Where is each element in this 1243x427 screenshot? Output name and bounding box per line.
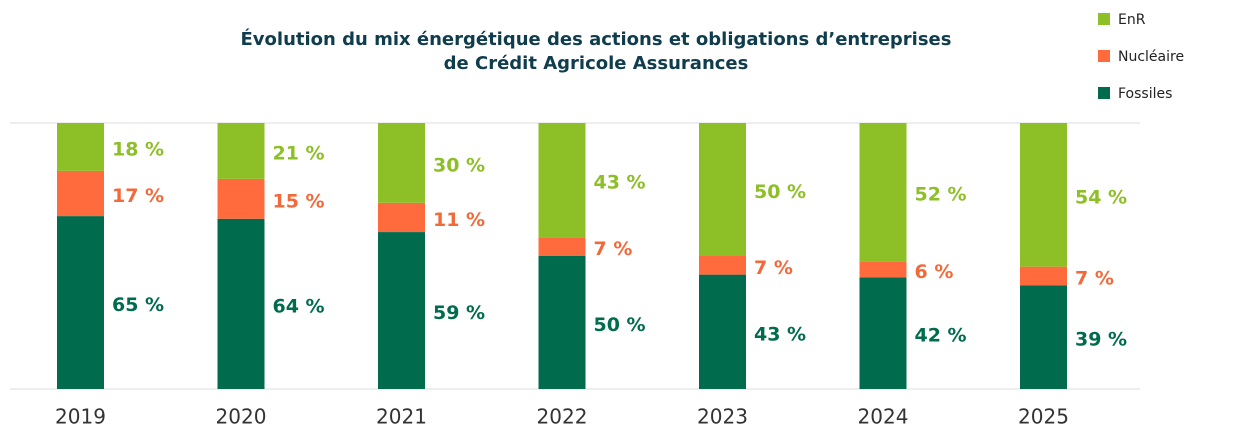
x-tick-label: 2019	[55, 405, 106, 427]
value-label: 59 %	[433, 302, 485, 324]
bar-segment	[217, 218, 265, 389]
value-label: 43 %	[594, 172, 646, 194]
x-tick-label: 2022	[537, 405, 588, 427]
bar-segment	[57, 216, 104, 389]
legend-label: EnR	[1118, 12, 1146, 28]
bar-segment	[699, 256, 746, 275]
legend-label: Fossiles	[1118, 86, 1172, 102]
bar-segment	[217, 178, 265, 219]
value-label: 54 %	[1075, 186, 1127, 208]
value-label: 65 %	[112, 294, 164, 316]
value-label: 18 %	[112, 138, 164, 160]
legend-swatch	[1098, 87, 1110, 99]
bar-segment	[699, 123, 746, 256]
value-label: 50 %	[754, 181, 806, 203]
x-tick-label: 2021	[376, 405, 427, 427]
legend-label: Nucléaire	[1118, 49, 1184, 65]
bar-segment	[538, 237, 586, 256]
value-label: 7 %	[754, 257, 793, 279]
value-label: 11 %	[433, 209, 485, 231]
value-label: 30 %	[433, 154, 485, 176]
bar-segment	[57, 170, 104, 217]
bar-segment	[57, 123, 104, 171]
value-label: 6 %	[915, 261, 954, 283]
bar-segment	[538, 256, 586, 389]
value-label: 39 %	[1075, 329, 1127, 351]
x-tick-label: 2025	[1018, 405, 1069, 427]
bar-segment	[378, 202, 425, 233]
bar-segment	[859, 277, 907, 389]
x-tick-label: 2023	[697, 405, 748, 427]
bar-segment	[217, 123, 265, 179]
value-label: 21 %	[273, 142, 325, 164]
value-label: 7 %	[1075, 267, 1114, 289]
value-label: 43 %	[754, 323, 806, 345]
bar-segment	[1020, 123, 1067, 267]
bar-segment	[1020, 266, 1067, 286]
bar-segment	[699, 274, 746, 389]
x-tick-label: 2020	[216, 405, 267, 427]
chart-title: Évolution du mix énergétique des actions…	[241, 28, 952, 50]
bar-segment	[859, 123, 907, 262]
value-label: 15 %	[273, 190, 325, 212]
value-label: 42 %	[915, 325, 967, 347]
bar-segment	[859, 261, 907, 278]
x-tick-label: 2024	[858, 405, 909, 427]
bar-segment	[378, 232, 425, 389]
bar-segment	[378, 123, 425, 203]
bar-segment	[538, 123, 586, 238]
bar-segment	[1020, 285, 1067, 389]
value-label: 7 %	[594, 238, 633, 260]
value-label: 64 %	[273, 295, 325, 317]
value-label: 50 %	[594, 314, 646, 336]
value-label: 17 %	[112, 185, 164, 207]
value-label: 52 %	[915, 184, 967, 206]
chart-title: de Crédit Agricole Assurances	[444, 53, 749, 74]
legend-swatch	[1098, 50, 1110, 62]
legend-swatch	[1098, 13, 1110, 25]
